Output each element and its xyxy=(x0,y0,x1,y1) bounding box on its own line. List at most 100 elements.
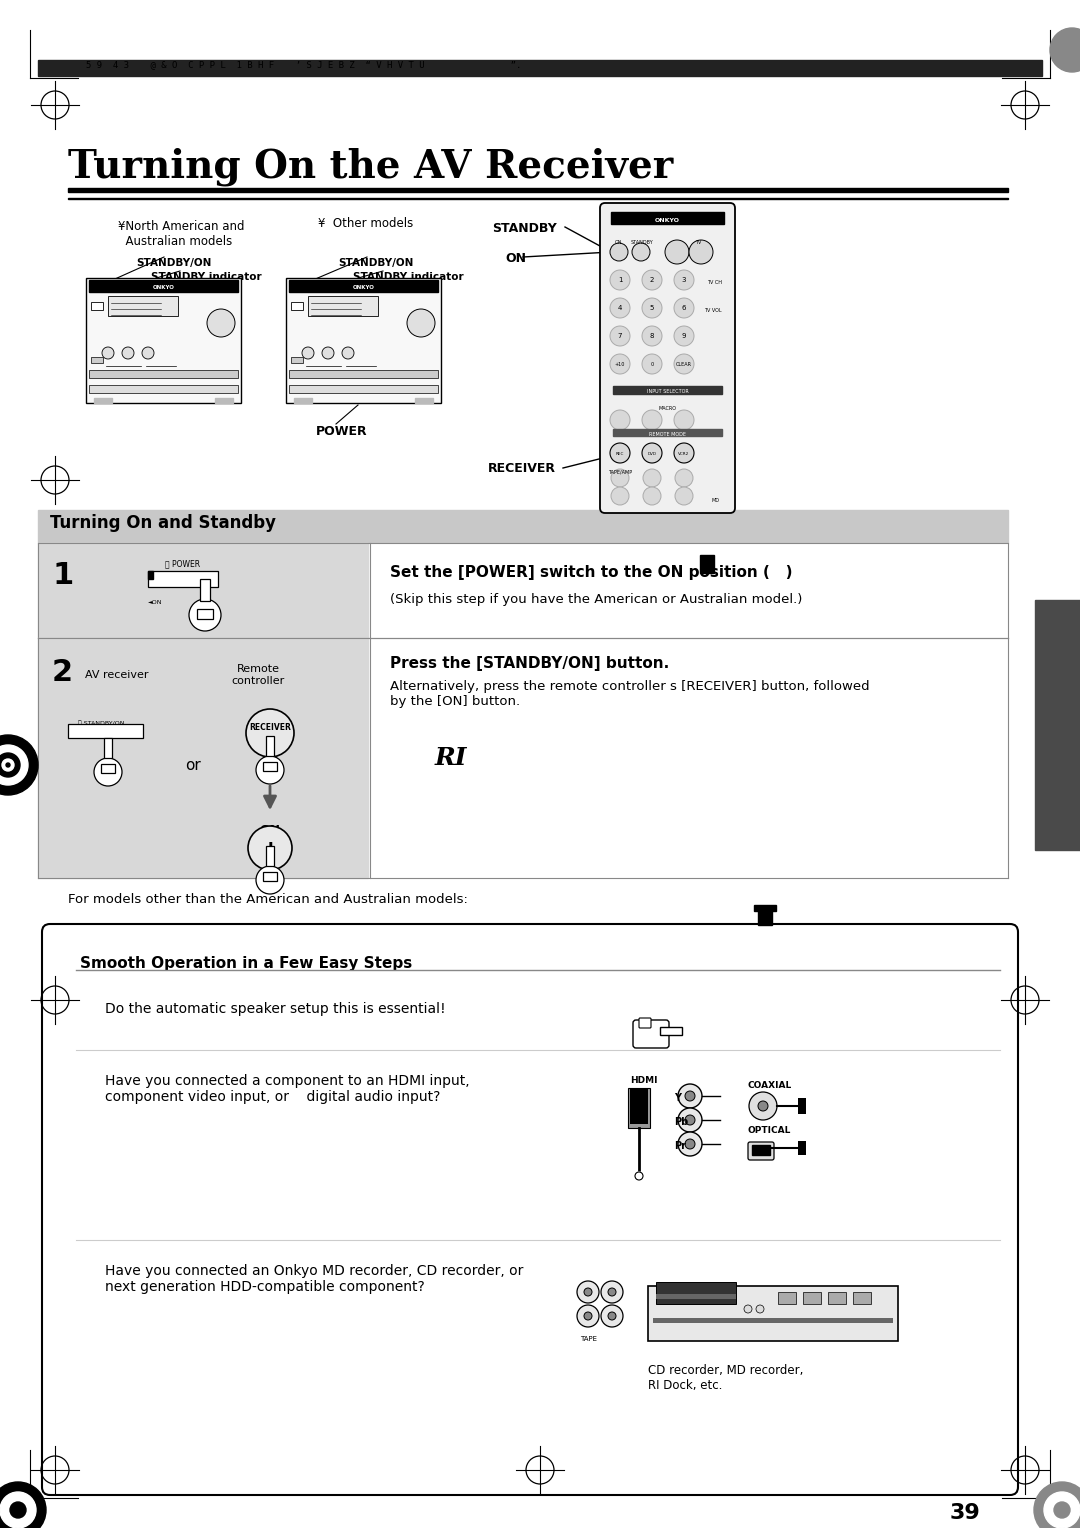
Circle shape xyxy=(758,1102,768,1111)
Bar xyxy=(653,1319,893,1323)
Circle shape xyxy=(674,410,694,429)
Circle shape xyxy=(322,347,334,359)
Text: Turning On and Standby: Turning On and Standby xyxy=(50,513,276,532)
Bar xyxy=(264,762,276,772)
Circle shape xyxy=(642,443,662,463)
Bar xyxy=(91,303,103,310)
Bar xyxy=(308,296,378,316)
Text: ◄ON: ◄ON xyxy=(148,601,162,605)
Text: Have you connected a component to an HDMI input,
component video input, or    di: Have you connected a component to an HDM… xyxy=(105,1074,470,1105)
Bar xyxy=(68,188,1008,193)
Text: 2: 2 xyxy=(52,659,73,688)
Circle shape xyxy=(600,1305,623,1326)
Text: Pr: Pr xyxy=(674,1141,686,1151)
Bar xyxy=(94,397,112,403)
Circle shape xyxy=(256,866,284,894)
Bar xyxy=(798,1099,806,1114)
Bar xyxy=(266,736,274,756)
Text: 2: 2 xyxy=(650,277,654,283)
Bar xyxy=(804,1293,821,1303)
Bar xyxy=(613,387,723,394)
Text: TV: TV xyxy=(696,240,701,244)
Text: 3: 3 xyxy=(681,277,686,283)
Text: 5 9  4 3    @ & O  C P P L  1 B H F    ’ S J E B Z  “ V H V T U                ”: 5 9 4 3 @ & O C P P L 1 B H F ’ S J E B … xyxy=(86,60,522,69)
Circle shape xyxy=(608,1288,616,1296)
Circle shape xyxy=(685,1091,696,1102)
Bar xyxy=(91,358,103,364)
Text: 8: 8 xyxy=(650,333,654,339)
Circle shape xyxy=(635,1172,643,1180)
Text: ONKYO: ONKYO xyxy=(654,219,680,223)
Circle shape xyxy=(674,270,694,290)
Text: CLEAR: CLEAR xyxy=(676,362,692,367)
Circle shape xyxy=(678,1132,702,1157)
Circle shape xyxy=(0,1491,36,1528)
Text: For models other than the American and Australian models:: For models other than the American and A… xyxy=(68,892,468,906)
Circle shape xyxy=(122,347,134,359)
Circle shape xyxy=(610,443,630,463)
Text: ON: ON xyxy=(505,252,526,264)
Circle shape xyxy=(632,243,650,261)
Bar xyxy=(700,555,714,573)
Circle shape xyxy=(2,759,14,772)
Bar xyxy=(89,385,238,393)
Circle shape xyxy=(102,347,114,359)
Text: RECEIVER: RECEIVER xyxy=(488,461,556,475)
Bar xyxy=(828,1293,846,1303)
Circle shape xyxy=(744,1305,752,1313)
Text: ON: ON xyxy=(259,824,281,837)
Text: 7: 7 xyxy=(618,333,622,339)
Bar xyxy=(89,370,238,377)
Bar xyxy=(853,1293,870,1303)
Bar xyxy=(648,1287,897,1342)
Bar xyxy=(656,1294,735,1299)
Text: RI: RI xyxy=(435,746,468,770)
Text: ON: ON xyxy=(615,240,622,244)
Text: ⓞ POWER: ⓞ POWER xyxy=(165,559,200,568)
Text: TV VOL: TV VOL xyxy=(704,309,723,313)
Bar xyxy=(148,571,153,579)
Text: STANDBY: STANDBY xyxy=(492,222,557,235)
FancyBboxPatch shape xyxy=(627,1088,650,1128)
Bar xyxy=(415,397,433,403)
Text: +10: +10 xyxy=(615,362,625,367)
Bar xyxy=(38,60,1042,76)
Text: DVD: DVD xyxy=(648,452,657,455)
Text: (Skip this step if you have the American or Australian model.): (Skip this step if you have the American… xyxy=(390,593,802,607)
Text: ONKYO: ONKYO xyxy=(152,286,175,290)
Text: AV receiver: AV receiver xyxy=(85,669,149,680)
Bar xyxy=(778,1293,796,1303)
Circle shape xyxy=(643,469,661,487)
Bar xyxy=(656,1282,735,1303)
Circle shape xyxy=(642,410,662,429)
Circle shape xyxy=(1054,1502,1070,1517)
Circle shape xyxy=(577,1305,599,1326)
Circle shape xyxy=(248,827,292,869)
Circle shape xyxy=(665,240,689,264)
Text: I: I xyxy=(267,842,273,857)
Circle shape xyxy=(678,1108,702,1132)
Bar xyxy=(108,296,178,316)
Text: Turning On the AV Receiver: Turning On the AV Receiver xyxy=(68,148,673,186)
Text: CD recorder, MD recorder,
RI Dock, etc.: CD recorder, MD recorder, RI Dock, etc. xyxy=(648,1365,804,1392)
Text: REC: REC xyxy=(616,452,624,455)
Circle shape xyxy=(10,1502,26,1517)
Bar xyxy=(38,639,368,879)
Text: 5: 5 xyxy=(650,306,654,312)
Circle shape xyxy=(407,309,435,338)
Text: Press the [STANDBY/ON] button.: Press the [STANDBY/ON] button. xyxy=(390,656,670,671)
Circle shape xyxy=(342,347,354,359)
Circle shape xyxy=(689,240,713,264)
Bar xyxy=(630,1088,648,1125)
Text: OPTICAL: OPTICAL xyxy=(748,1126,792,1135)
Circle shape xyxy=(0,753,21,778)
Bar xyxy=(38,510,1008,542)
Circle shape xyxy=(256,756,284,784)
Circle shape xyxy=(246,709,294,756)
Circle shape xyxy=(675,469,693,487)
Circle shape xyxy=(674,298,694,318)
Text: 0: 0 xyxy=(650,362,653,367)
Bar xyxy=(291,358,303,364)
Circle shape xyxy=(0,746,28,785)
Circle shape xyxy=(302,347,314,359)
